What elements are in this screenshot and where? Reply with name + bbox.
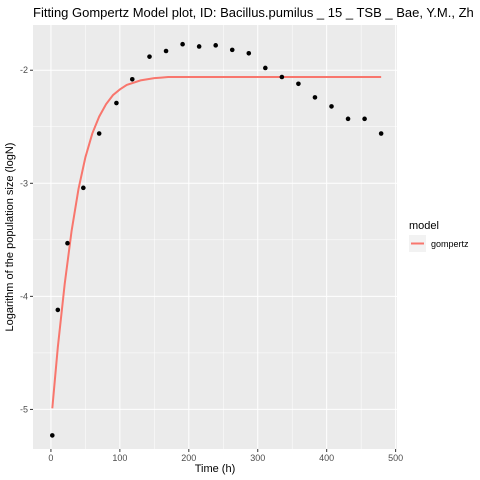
data-point (279, 74, 285, 80)
legend: model gompertz (409, 220, 469, 252)
data-point (96, 131, 102, 136)
data-point (147, 54, 152, 59)
legend-label: gompertz (431, 239, 469, 249)
data-point (378, 131, 384, 136)
data-point (50, 433, 55, 438)
plot-panel (33, 25, 397, 449)
x-axis-ticks: 0 100 200 300 400 500 (48, 449, 403, 463)
x-tick-label: 500 (388, 453, 403, 463)
data-point (312, 95, 318, 100)
x-tick-label: 400 (319, 453, 334, 463)
data-point (345, 116, 351, 122)
data-point (114, 100, 119, 106)
y-tick-label: -5 (20, 404, 28, 414)
data-point (180, 41, 185, 47)
data-point (163, 48, 169, 54)
data-point (229, 47, 235, 53)
x-tick-label: 100 (112, 453, 127, 463)
x-axis-title: Time (h) (195, 463, 236, 475)
grid-minor (33, 25, 397, 449)
points-layer (50, 41, 384, 438)
data-point (213, 43, 218, 48)
data-point (263, 65, 268, 71)
data-point (246, 50, 252, 56)
data-point (196, 44, 202, 49)
series-line-gompertz (51, 76, 382, 409)
data-point (362, 116, 367, 122)
x-tick-label: 200 (181, 453, 196, 463)
grid-major (33, 25, 397, 449)
chart-title: Fitting Gompertz Model plot, ID: Bacillu… (33, 5, 474, 20)
data-point (65, 240, 70, 246)
data-point (55, 307, 61, 313)
x-tick-label: 300 (250, 453, 265, 463)
legend-title: model (409, 220, 439, 232)
data-point (296, 81, 301, 87)
data-point (329, 104, 334, 109)
data-point (81, 185, 86, 191)
data-point (129, 76, 135, 82)
fit-layer (51, 76, 382, 409)
y-axis-title: Logarithm of the population size (logN) (4, 143, 16, 332)
y-tick-label: -2 (20, 65, 28, 75)
y-axis-ticks: -5 -4 -3 -2 (20, 65, 33, 414)
y-tick-label: -4 (20, 291, 28, 301)
y-tick-label: -3 (20, 178, 28, 188)
x-tick-label: 0 (48, 453, 53, 463)
